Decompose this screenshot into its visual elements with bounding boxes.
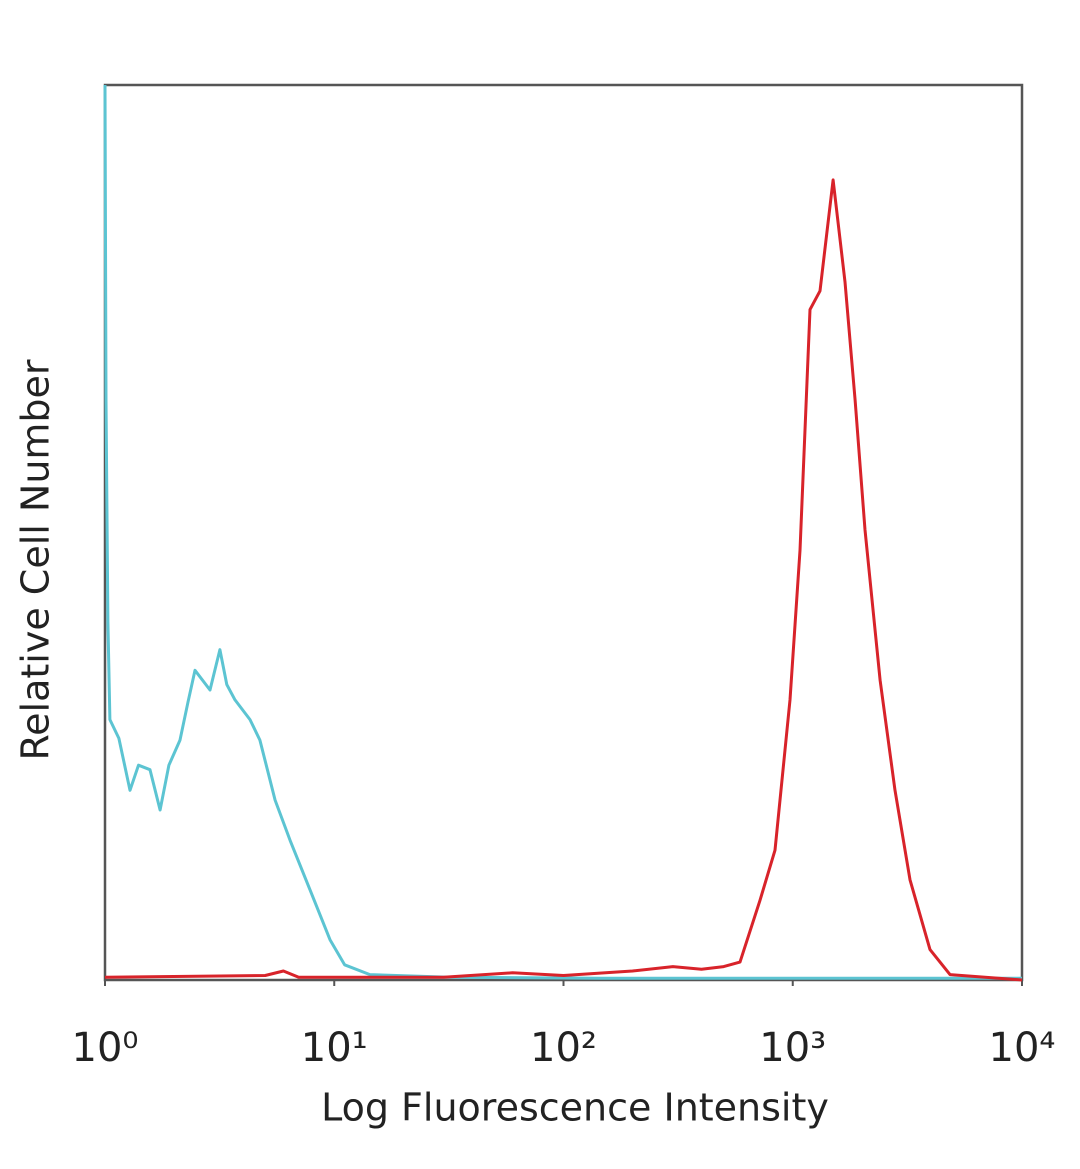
y-axis-label: Relative Cell Number: [14, 359, 58, 760]
plot-frame: [103, 83, 1024, 982]
x-tick-label: 10³: [759, 1025, 826, 1071]
histogram-line: [104, 178, 1023, 982]
x-tick-label: 10⁰: [72, 1025, 139, 1071]
x-tick-label: 10²: [530, 1025, 597, 1071]
x-tick-label: 10¹: [301, 1025, 368, 1071]
x-tick-label: 10⁴: [989, 1025, 1056, 1071]
histogram-line: [103, 84, 1022, 980]
x-axis-label: Log Fluorescence Intensity: [321, 1086, 829, 1130]
